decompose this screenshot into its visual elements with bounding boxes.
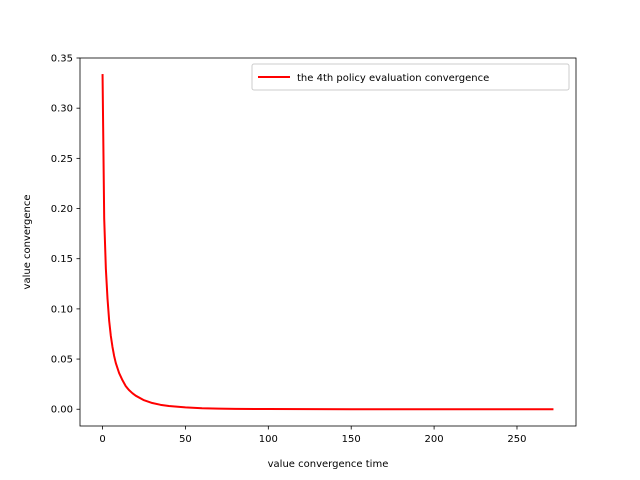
plot-frame [79, 57, 577, 427]
y-tick-label: 0.10 [51, 304, 73, 315]
x-tick-label: 0 [99, 434, 105, 445]
y-tick-label: 0.35 [51, 54, 73, 65]
x-tick-label: 200 [425, 434, 444, 445]
series-layer [101, 74, 554, 411]
x-tick-label: 50 [179, 434, 192, 445]
plot-area [80, 58, 576, 426]
y-tick-label: 0.20 [51, 204, 73, 215]
y-axis-label: value convergence [22, 195, 33, 290]
legend-label: the 4th policy evaluation convergence [297, 73, 489, 84]
x-tick-label: 150 [342, 434, 361, 445]
legend: the 4th policy evaluation convergence [251, 63, 570, 91]
legend-box [251, 63, 570, 91]
x-tick-label: 250 [507, 434, 526, 445]
x-axis: 0 50 100 150 200 250 [99, 426, 527, 445]
y-tick-label: 0.25 [51, 154, 73, 165]
y-tick-label: 0.30 [51, 104, 73, 115]
y-tick-label: 0.00 [51, 405, 73, 416]
x-axis-label: value convergence time [268, 459, 389, 470]
x-tick-label: 100 [259, 434, 278, 445]
y-tick-label: 0.15 [51, 254, 73, 265]
y-axis: 0.00 0.05 0.10 0.15 0.20 0.25 0.30 0.35 [51, 54, 80, 416]
series-line [101, 74, 554, 411]
y-tick-label: 0.05 [51, 355, 73, 366]
